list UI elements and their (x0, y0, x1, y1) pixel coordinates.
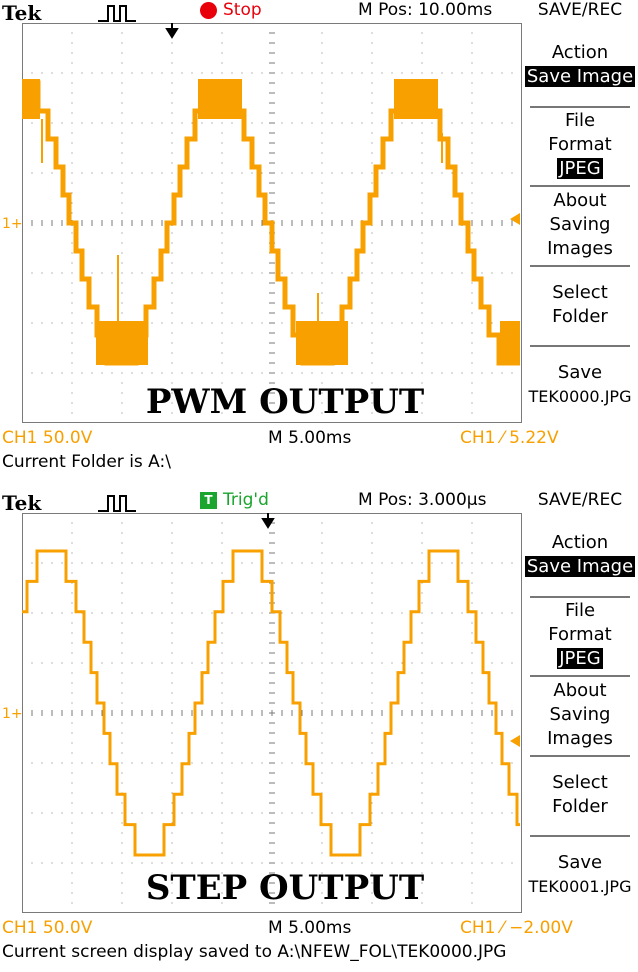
menu-action-value: Save Image (524, 66, 636, 87)
menu-save-line2: TEK0001.JPG (528, 877, 632, 896)
menu-action[interactable]: Action Save Image (522, 531, 638, 579)
menu-select-line1: Select (552, 772, 608, 793)
trigger-level-icon (510, 735, 520, 747)
menu-about-line1: About (553, 190, 607, 211)
ch1-scale: CH1 50.0V (2, 918, 93, 938)
menu-divider (530, 265, 630, 267)
ch1-trace (22, 549, 520, 857)
acquisition-status-label: Trig'd (223, 490, 269, 510)
menu-about-line3: Images (547, 238, 613, 259)
ch1-ground-marker: 1+ (2, 216, 23, 232)
waveform-display (22, 513, 522, 913)
menu-about-line2: Saving (549, 704, 611, 725)
menu-about-saving[interactable]: About Saving Images (522, 679, 638, 751)
menu-divider (530, 596, 630, 598)
overlay-title: STEP OUTPUT (145, 868, 425, 908)
menu-file-format-value: JPEG (557, 158, 603, 179)
stop-icon (200, 1, 217, 19)
menu-header: SAVE/REC (537, 0, 623, 20)
menu-file-format-line1: File (564, 600, 596, 621)
save-rec-menu: Action Save Image File Format JPEG About… (522, 513, 638, 913)
scope-panel-pwm: Tek Stop M Pos: 10.00ms SAVE/REC 1+ Acti… (0, 0, 638, 482)
menu-save-line1: Save (557, 852, 603, 873)
time-scale: M 5.00ms (268, 428, 352, 448)
menu-save[interactable]: Save TEK0001.JPG (522, 851, 638, 899)
menu-file-format-value: JPEG (557, 648, 603, 669)
menu-divider (530, 106, 630, 108)
menu-divider (530, 835, 630, 837)
menu-select-line2: Folder (552, 796, 608, 817)
time-scale: M 5.00ms (268, 918, 352, 938)
menu-action-title: Action (551, 532, 609, 553)
menu-file-format-line1: File (564, 110, 596, 131)
menu-about-saving[interactable]: About Saving Images (522, 189, 638, 261)
menu-divider (530, 345, 630, 347)
menu-select-folder[interactable]: Select Folder (522, 281, 638, 329)
m-pos-readout: M Pos: 3.000µs (358, 490, 487, 510)
pwm-switching-band (22, 79, 520, 365)
menu-divider (530, 755, 630, 757)
menu-action-value: Save Image (524, 556, 636, 577)
menu-about-line1: About (553, 680, 607, 701)
acquisition-status: T Trig'd (200, 490, 269, 510)
menu-file-format-line2: Format (548, 134, 612, 155)
menu-select-folder[interactable]: Select Folder (522, 771, 638, 819)
save-rec-menu: Action Save Image File Format JPEG About… (522, 23, 638, 423)
menu-select-line2: Folder (552, 306, 608, 327)
menu-header: SAVE/REC (537, 490, 623, 510)
menu-select-line1: Select (552, 282, 608, 303)
ch1-scale: CH1 50.0V (2, 428, 93, 448)
menu-save-line2: TEK0000.JPG (528, 387, 632, 406)
menu-about-line3: Images (547, 728, 613, 749)
status-line: Current Folder is A:\ (2, 452, 171, 472)
trigger-pulse-icon (98, 5, 136, 22)
menu-about-line2: Saving (549, 214, 611, 235)
menu-file-format-line2: Format (548, 624, 612, 645)
trigger-readout: CH1 ⁄ −2.00V (460, 918, 573, 938)
graticule (22, 23, 522, 423)
menu-divider (530, 675, 630, 677)
m-pos-readout: M Pos: 10.00ms (358, 0, 493, 20)
trigger-level-icon (510, 213, 520, 225)
overlay-title: PWM OUTPUT (145, 382, 425, 422)
brand-logo: Tek (2, 1, 42, 25)
menu-save[interactable]: Save TEK0000.JPG (522, 361, 638, 409)
brand-logo: Tek (2, 491, 42, 515)
trigger-position-icon (165, 23, 179, 39)
status-line: Current screen display saved to A:\NFEW_… (2, 942, 507, 962)
acquisition-status-label: Stop (223, 0, 262, 20)
menu-action[interactable]: Action Save Image (522, 41, 638, 89)
menu-file-format[interactable]: File Format JPEG (522, 599, 638, 671)
menu-file-format[interactable]: File Format JPEG (522, 109, 638, 181)
waveform-display (22, 23, 522, 423)
trigd-icon: T (200, 491, 217, 509)
menu-save-line1: Save (557, 362, 603, 383)
menu-action-title: Action (551, 42, 609, 63)
trigger-pulse-icon (98, 495, 136, 512)
menu-divider (530, 185, 630, 187)
trigger-readout: CH1 ⁄ 5.22V (460, 428, 559, 448)
acquisition-status: Stop (200, 0, 262, 20)
ch1-ground-marker: 1+ (2, 706, 23, 722)
scope-panel-step: Tek T Trig'd M Pos: 3.000µs SAVE/REC 1+ … (0, 490, 638, 972)
graticule (22, 513, 522, 913)
trigger-position-icon (261, 513, 275, 529)
